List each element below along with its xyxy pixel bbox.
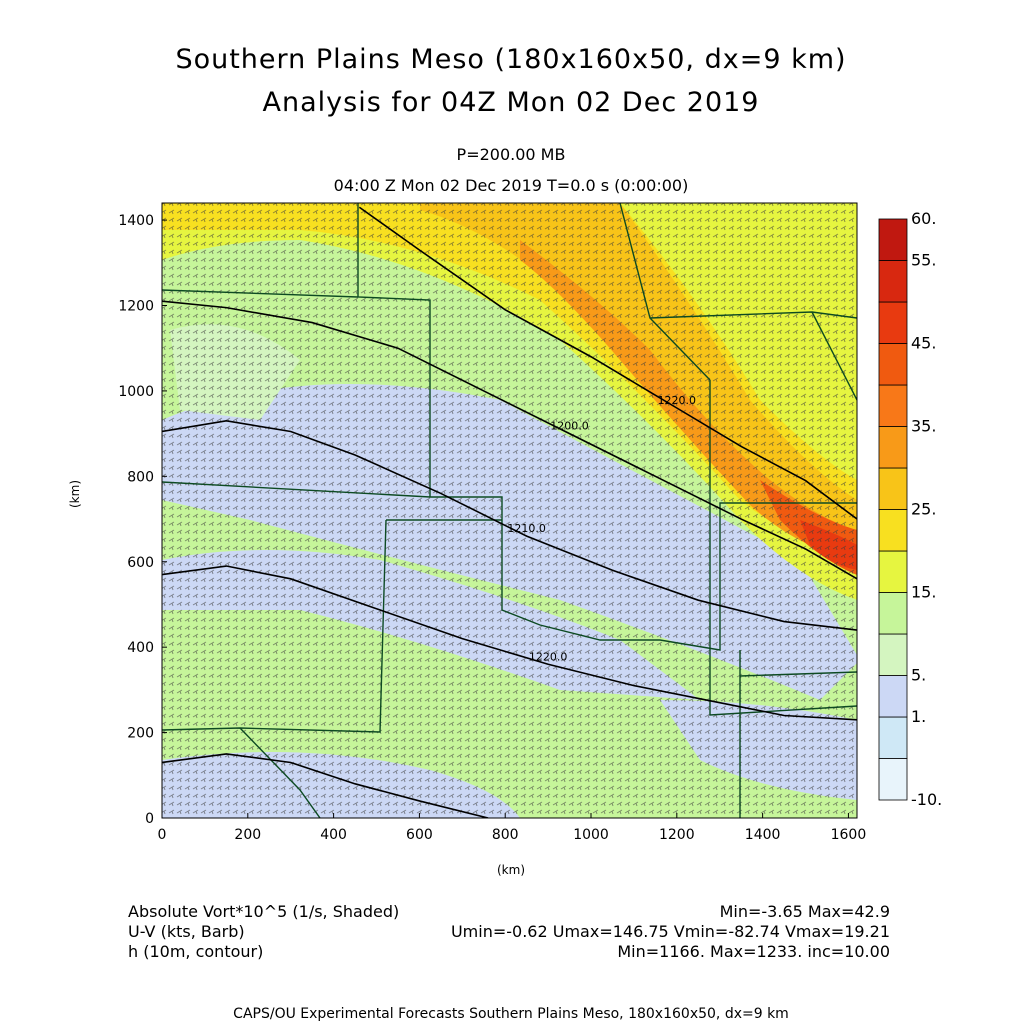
colorbar-swatch [878, 509, 908, 552]
x-axis-label: (km) [497, 863, 526, 877]
y-tick-label: 400 [127, 640, 154, 656]
colorbar-swatch [878, 384, 908, 427]
pressure-level: P=200.00 MB [456, 145, 566, 164]
height-contour [162, 420, 857, 631]
colorbar-label: 1. [911, 707, 926, 726]
credit-line: CAPS/OU Experimental Forecasts Southern … [233, 1006, 789, 1022]
colorbar-label: 60. [911, 209, 936, 228]
title-line-2: Analysis for 04Z Mon 02 Dec 2019 [262, 87, 760, 118]
colorbar-label: 35. [911, 417, 936, 436]
y-tick-label: 200 [127, 726, 154, 742]
contour-label: 1200.0 [550, 420, 589, 433]
colorbar-swatch [878, 467, 908, 510]
x-tick-label: 0 [158, 827, 167, 843]
colorbar-swatch [878, 260, 908, 303]
field3-name: h (10m, contour) [128, 942, 264, 961]
y-tick-label: 1400 [118, 213, 154, 229]
colorbar-label: 55. [911, 251, 936, 270]
colorbar-swatch [878, 218, 908, 261]
colorbar-swatch [878, 633, 908, 676]
height-contour [162, 300, 857, 580]
colorbar-swatch [878, 343, 908, 386]
colorbar-label: -10. [911, 790, 942, 809]
x-tick-label: 1400 [745, 827, 781, 843]
height-contour [162, 565, 857, 721]
y-tick-label: 1200 [118, 299, 154, 315]
field1-name: Absolute Vort*10^5 (1/s, Shaded) [128, 902, 400, 921]
x-tick-label: 1600 [831, 827, 867, 843]
x-tick-label: 1000 [573, 827, 609, 843]
field3-stats: Min=1166. Max=1233. inc=10.00 [617, 942, 890, 961]
colorbar: -10. 1. 5. 15. 25. 35. 45. 55. 60. [878, 209, 942, 809]
contour-label: 1220.0 [529, 650, 568, 663]
colorbar-swatch [878, 426, 908, 469]
height-contour [162, 753, 489, 818]
colorbar-label: 45. [911, 334, 936, 353]
x-tick-label: 200 [234, 827, 261, 843]
valid-time: 04:00 Z Mon 02 Dec 2019 T=0.0 s (0:00:00… [333, 176, 689, 195]
colorbar-swatch [878, 758, 908, 801]
colorbar-swatch [878, 301, 908, 344]
x-tick-label: 400 [320, 827, 347, 843]
colorbar-swatch [878, 716, 908, 759]
colorbar-swatch [878, 592, 908, 635]
colorbar-label: 5. [911, 666, 926, 685]
vorticity-shading: 1200.0 1210.0 1220.0 1220.0 [162, 203, 857, 818]
y-tick-label: 600 [127, 555, 154, 571]
field2-stats: Umin=-0.62 Umax=146.75 Vmin=-82.74 Vmax=… [450, 922, 890, 941]
colorbar-label: 15. [911, 583, 936, 602]
y-tick-label: 0 [145, 811, 154, 827]
colorbar-label: 25. [911, 500, 936, 519]
field1-stats: Min=-3.65 Max=42.9 [719, 902, 890, 921]
colorbar-swatch [878, 550, 908, 593]
height-contour [358, 206, 857, 520]
y-axis-label: (km) [68, 479, 82, 508]
plot-frame [161, 202, 858, 819]
title-line-1: Southern Plains Meso (180x160x50, dx=9 k… [175, 44, 847, 75]
y-tick-label: 800 [127, 469, 154, 485]
y-tick-label: 1000 [118, 384, 154, 400]
field2-name: U-V (kts, Barb) [128, 922, 245, 941]
contour-label: 1220.0 [658, 394, 697, 407]
contour-label: 1210.0 [507, 522, 546, 535]
x-tick-label: 1200 [659, 827, 695, 843]
colorbar-swatch [878, 675, 908, 718]
x-tick-label: 600 [406, 827, 433, 843]
x-tick-label: 800 [492, 827, 519, 843]
